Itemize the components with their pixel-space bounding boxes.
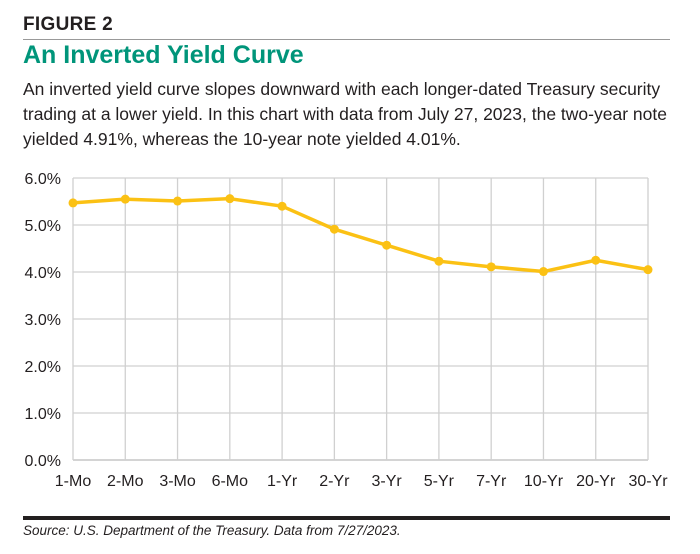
y-tick-label: 3.0% [25,312,61,329]
data-point [68,198,78,208]
y-tick-label: 5.0% [25,218,61,235]
figure-label: FIGURE 2 [23,14,114,35]
x-tick-label: 10-Yr [524,473,564,490]
data-point [225,194,235,204]
data-point [486,262,496,272]
yield-curve-line [72,196,649,274]
data-point [120,194,130,204]
x-tick-label: 3-Yr [372,473,403,490]
x-tick-label: 5-Yr [424,473,455,490]
y-tick-label: 6.0% [25,171,61,188]
data-point [434,256,444,266]
top-divider [23,39,670,40]
y-tick-label: 1.0% [25,406,61,423]
data-point [382,240,392,250]
y-tick-label: 2.0% [25,359,61,376]
x-tick-label: 2-Yr [319,473,350,490]
data-point [643,265,653,275]
x-tick-label: 1-Mo [55,473,92,490]
chart-subtitle: An inverted yield curve slopes downward … [23,79,667,149]
x-tick-label: 2-Mo [107,473,144,490]
data-point [173,196,183,206]
x-tick-label: 6-Mo [212,473,249,490]
y-tick-label: 0.0% [25,453,61,470]
x-tick-label: 20-Yr [576,473,616,490]
x-tick-label: 30-Yr [628,473,668,490]
y-tick-label: 4.0% [25,265,61,282]
data-point [591,255,601,265]
x-tick-label: 1-Yr [267,473,298,490]
x-tick-label: 7-Yr [476,473,507,490]
chart-title: An Inverted Yield Curve [23,41,304,69]
bottom-divider [23,516,670,520]
data-point [329,224,339,234]
source-note: Source: U.S. Department of the Treasury.… [23,523,401,538]
data-point [277,201,287,211]
x-tick-label: 3-Mo [159,473,196,490]
data-point [538,267,548,277]
